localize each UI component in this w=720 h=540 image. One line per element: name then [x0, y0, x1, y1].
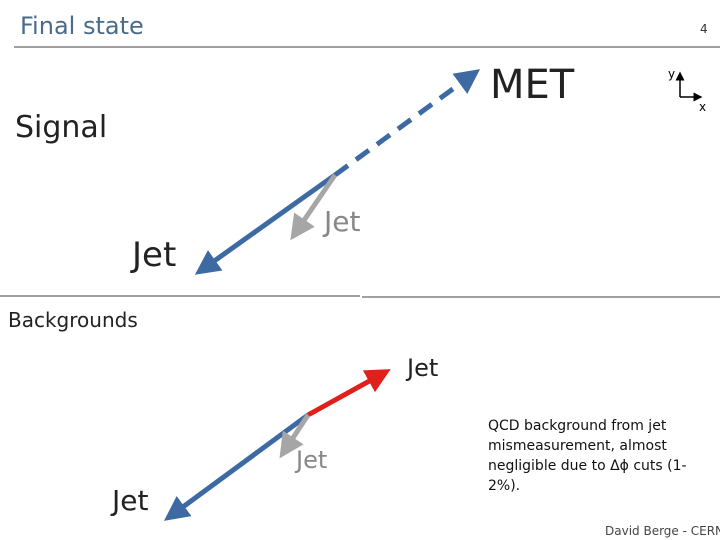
- note-line: mismeasurement, almost: [488, 438, 667, 454]
- jet-label: Jet: [130, 235, 176, 275]
- jet-arrow-gray: [279, 413, 311, 459]
- footer: David Berge - CERN: [605, 524, 720, 538]
- jet-arrow-blue: [194, 172, 337, 275]
- axis-y-label: y: [668, 67, 675, 81]
- note-line: QCD background from jet: [488, 418, 667, 434]
- jet-label-gray: Jet: [322, 205, 360, 238]
- note-line: negligible due to Δϕ cuts (1-: [488, 458, 687, 474]
- page-number: 4: [700, 22, 708, 36]
- met-arrow: [333, 69, 481, 178]
- signal-label: Signal: [15, 110, 107, 145]
- jet-arrow-red: [306, 369, 391, 418]
- jet-arrow-gray: [290, 173, 338, 241]
- axis-x-label: x: [699, 100, 706, 114]
- jet-label: Jet: [110, 484, 148, 517]
- met-label: MET: [490, 62, 575, 108]
- jet-arrow-blue: [163, 412, 310, 521]
- note-line: 2%).: [488, 478, 520, 494]
- backgrounds-label: Backgrounds: [8, 308, 138, 332]
- note: QCD background from jet mismeasurement, a…: [488, 418, 687, 494]
- jet-label-red: Jet: [405, 354, 438, 382]
- jet-label-gray: Jet: [294, 446, 327, 474]
- slide-title: Final state: [20, 12, 144, 40]
